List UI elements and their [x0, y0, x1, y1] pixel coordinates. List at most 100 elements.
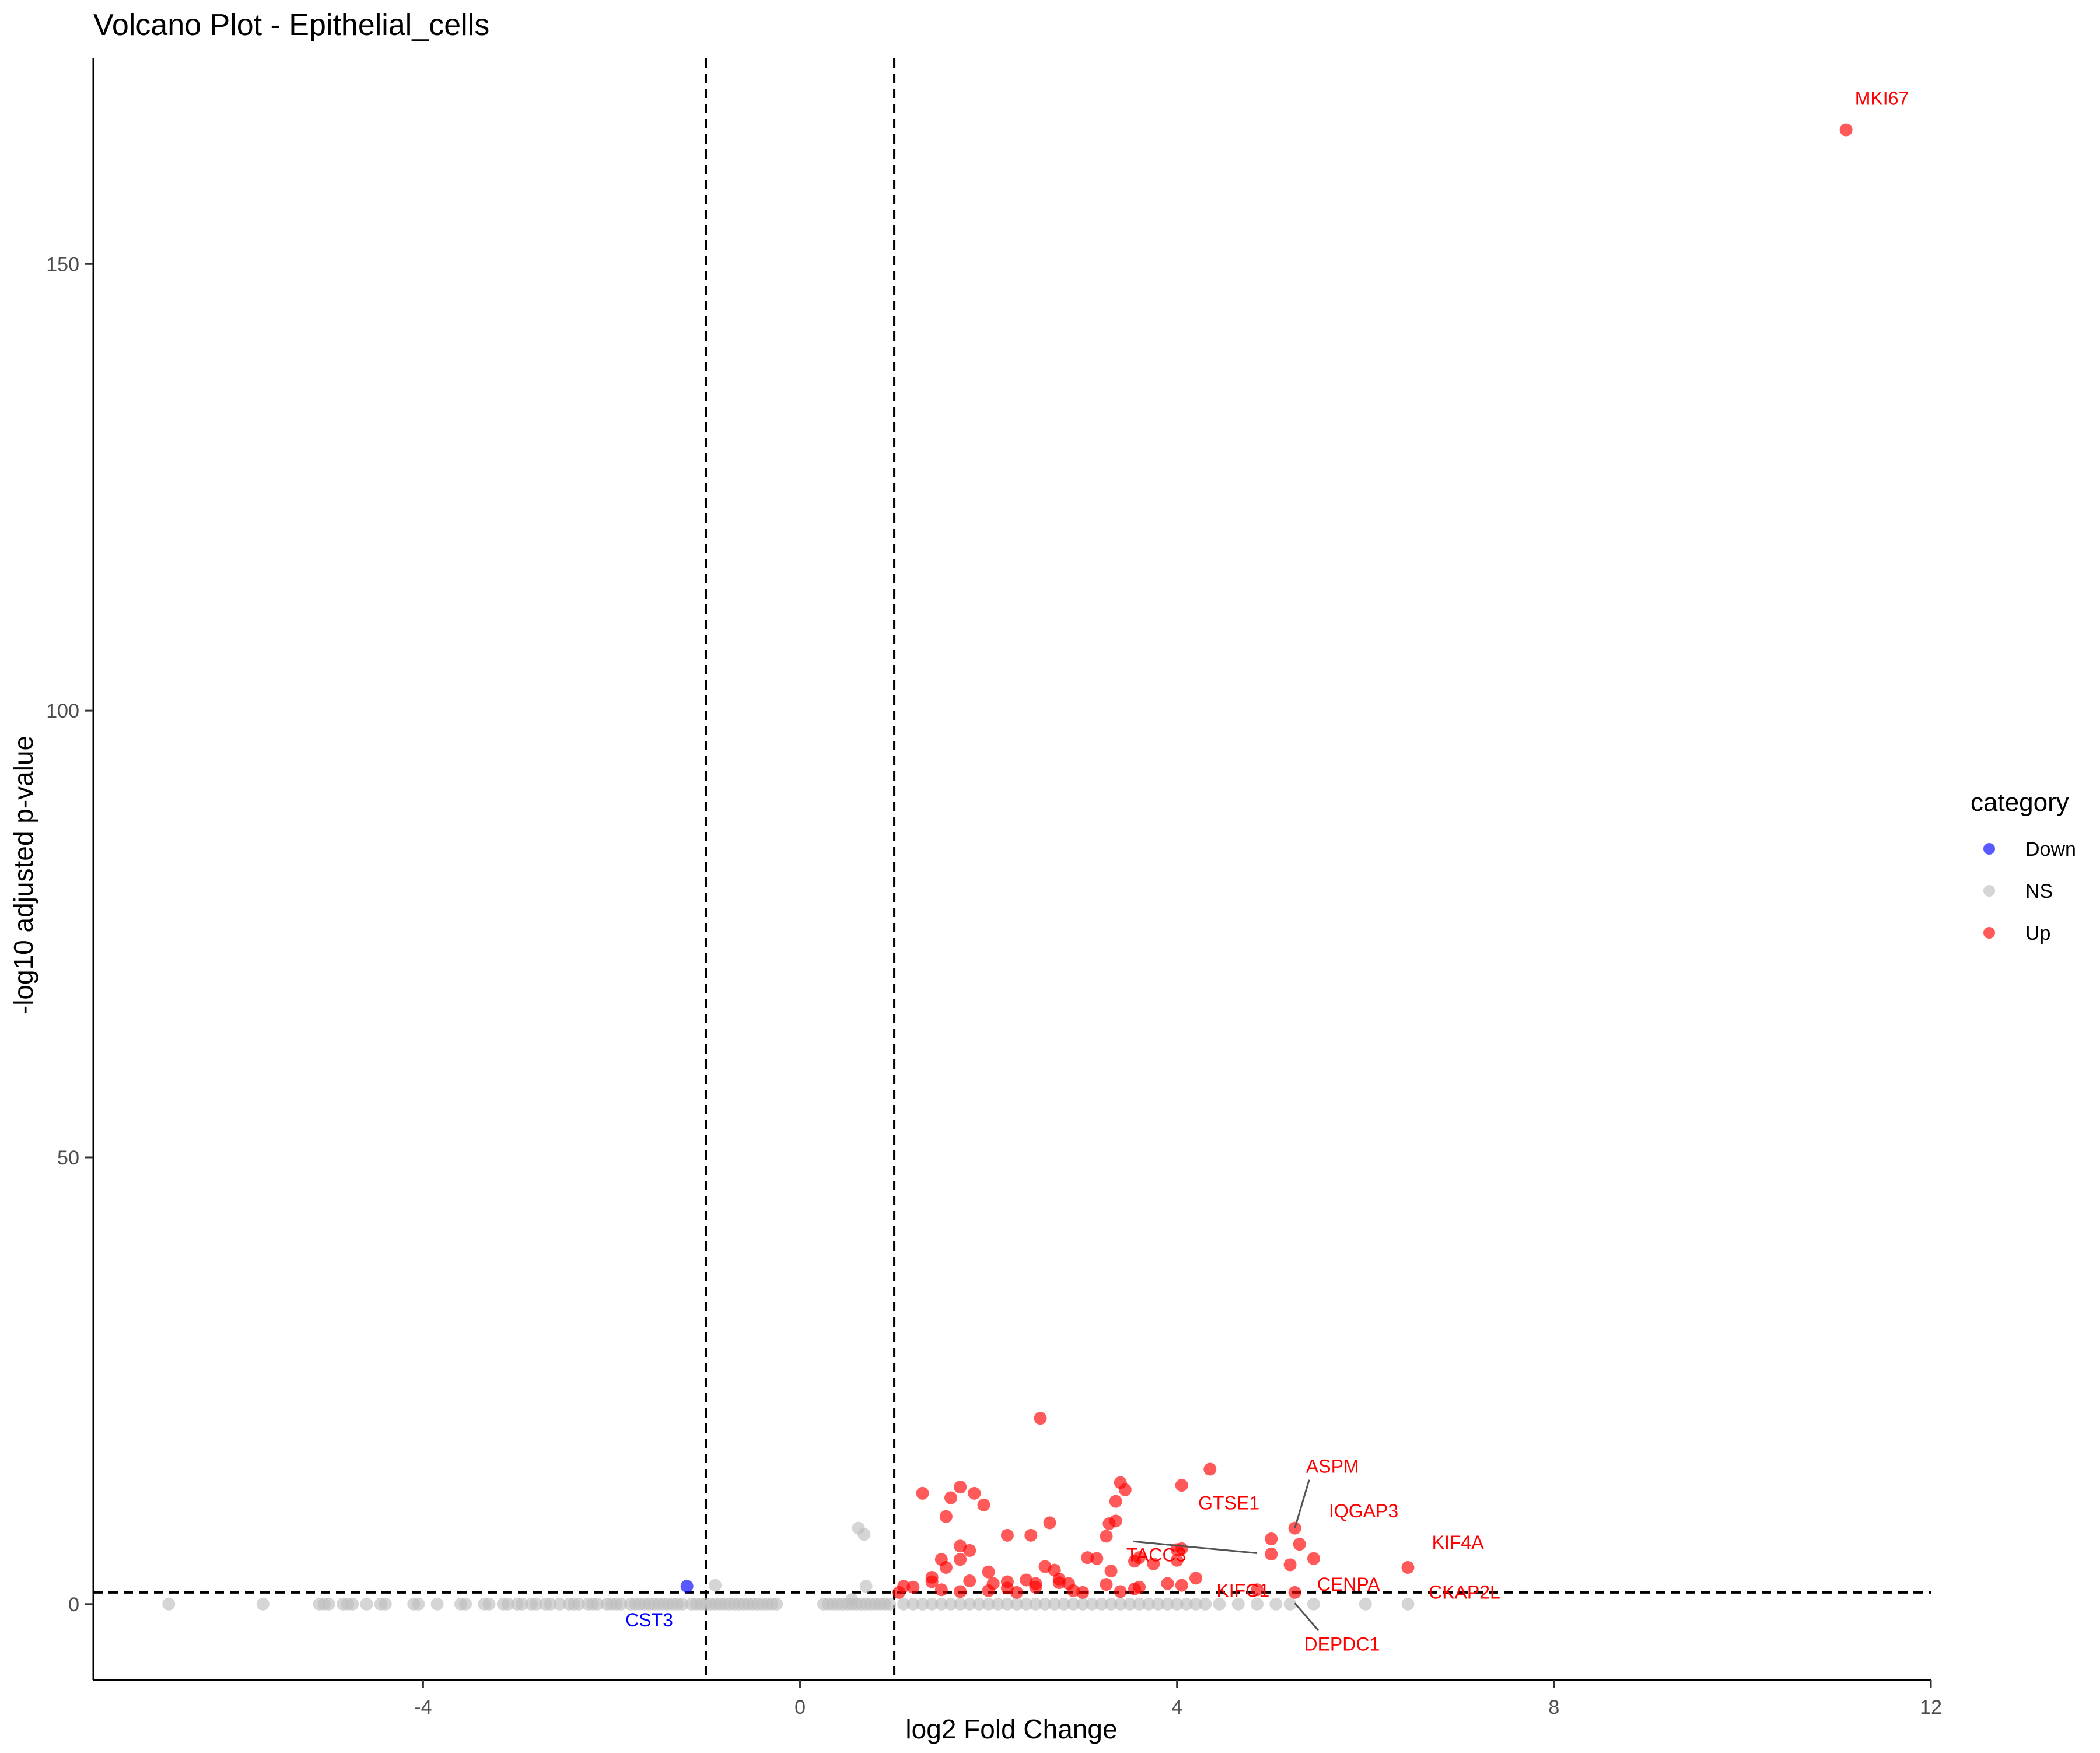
data-point-up	[1100, 1530, 1113, 1543]
data-point-ns	[1189, 1597, 1202, 1611]
plot-area: -4 0 4 8 12 0 50 100 150 MKI67 ASPM GTSE1 IQGAP3 KIF4…	[46, 58, 1942, 1719]
data-point-up	[1104, 1565, 1118, 1578]
data-point-up	[1307, 1552, 1320, 1565]
data-point-ns	[925, 1597, 939, 1611]
data-point-up	[944, 1491, 957, 1504]
data-point-up	[1128, 1555, 1141, 1568]
gene-label: CKAP2L	[1429, 1582, 1500, 1603]
data-point-up	[1265, 1532, 1278, 1545]
gene-label: KIF4A	[1432, 1532, 1485, 1553]
data-point-ns	[1269, 1597, 1283, 1611]
data-point-up	[1401, 1561, 1415, 1574]
legend-key-up	[1983, 927, 1995, 939]
data-point-up	[1024, 1528, 1038, 1542]
data-point-up	[963, 1544, 977, 1557]
data-point-ns	[1086, 1597, 1099, 1611]
data-point-up	[1090, 1552, 1104, 1565]
data-point-ns	[1123, 1597, 1136, 1611]
data-point-ns	[1067, 1597, 1080, 1611]
data-point-ns	[501, 1597, 514, 1611]
data-point-ns	[770, 1597, 783, 1611]
data-point-ns	[1161, 1597, 1174, 1611]
legend-key-down	[1983, 843, 1995, 855]
data-point-ns	[1048, 1597, 1061, 1611]
data-point-ns	[1095, 1597, 1108, 1611]
data-point-ns	[322, 1597, 335, 1611]
data-point-up	[1251, 1583, 1264, 1597]
data-point-ns	[1020, 1597, 1033, 1611]
data-point-ns	[530, 1597, 543, 1611]
data-point-ns	[883, 1597, 896, 1611]
data-point-up	[939, 1510, 953, 1523]
data-point-up	[1283, 1558, 1297, 1572]
gene-label: DEPDC1	[1304, 1633, 1380, 1654]
data-point-ns	[544, 1597, 557, 1611]
annotation-leader-line	[1294, 1602, 1320, 1632]
data-point-up	[1118, 1483, 1132, 1496]
data-point-up	[1081, 1551, 1094, 1565]
legend-label: Up	[2025, 922, 2050, 944]
data-point-up	[977, 1498, 991, 1511]
data-point-ns	[256, 1597, 270, 1611]
data-point-ns	[944, 1597, 957, 1611]
legend-label: NS	[2025, 880, 2053, 902]
data-point-ns	[360, 1597, 373, 1611]
annotation-leader-line	[1133, 1540, 1258, 1554]
data-point-up	[1029, 1580, 1042, 1594]
data-point-ns	[1142, 1597, 1156, 1611]
data-point-up	[1170, 1553, 1184, 1567]
data-point-ns	[1283, 1597, 1297, 1611]
data-point-ns	[572, 1597, 585, 1611]
data-point-up	[1175, 1579, 1188, 1592]
data-point-ns	[553, 1597, 566, 1611]
y-axis-label: -log10 adjusted p-value	[8, 736, 38, 1014]
data-point-ns	[162, 1597, 176, 1611]
legend: category Down NS Up	[1971, 788, 2076, 944]
gene-label: CENPA	[1317, 1574, 1381, 1595]
data-point-ns	[1180, 1597, 1193, 1611]
data-point-ns	[1000, 1597, 1014, 1611]
data-point-ns	[1170, 1597, 1184, 1611]
data-point-ns	[1213, 1597, 1226, 1611]
data-point-ns	[1010, 1597, 1024, 1611]
data-point-ns	[430, 1597, 444, 1611]
data-point-up	[1034, 1412, 1047, 1425]
data-point-ns	[907, 1597, 920, 1611]
x-tick-label: -4	[414, 1696, 432, 1719]
data-point-up	[1161, 1577, 1174, 1590]
data-point-ns	[935, 1597, 948, 1611]
data-point-up	[1043, 1516, 1056, 1530]
data-point-up	[963, 1574, 977, 1587]
y-tick-label: 0	[68, 1594, 79, 1616]
data-point-ns	[859, 1580, 873, 1593]
data-point-up	[1076, 1586, 1090, 1599]
x-axis-label: log2 Fold Change	[905, 1714, 1117, 1744]
data-point-up	[892, 1586, 906, 1599]
x-tick-label: 0	[794, 1696, 806, 1719]
data-point-up	[1000, 1528, 1014, 1542]
gene-label: TACC3	[1126, 1544, 1186, 1565]
x-tick-label: 4	[1171, 1696, 1182, 1719]
data-point-up	[925, 1575, 939, 1588]
data-point-ns	[897, 1597, 911, 1611]
data-point-up	[1100, 1578, 1113, 1591]
data-point-up	[982, 1565, 995, 1579]
data-point-ns	[482, 1597, 496, 1611]
data-point-ns	[1029, 1597, 1042, 1611]
data-point-ns	[591, 1597, 604, 1611]
data-point-ns	[516, 1597, 528, 1611]
data-point-up	[1265, 1548, 1278, 1561]
data-point-ns	[1307, 1597, 1320, 1611]
data-point-up	[1288, 1586, 1301, 1599]
chart-title: Volcano Plot - Epithelial_cells	[93, 8, 489, 42]
data-point-ns	[1057, 1597, 1070, 1611]
data-point-up	[1010, 1586, 1024, 1599]
data-point-up	[1052, 1576, 1066, 1590]
y-tick-label: 50	[57, 1147, 79, 1169]
gene-label: CST3	[625, 1609, 673, 1630]
data-point-ns	[858, 1528, 871, 1541]
data-point-down	[680, 1580, 694, 1593]
data-point-ns	[1133, 1597, 1146, 1611]
